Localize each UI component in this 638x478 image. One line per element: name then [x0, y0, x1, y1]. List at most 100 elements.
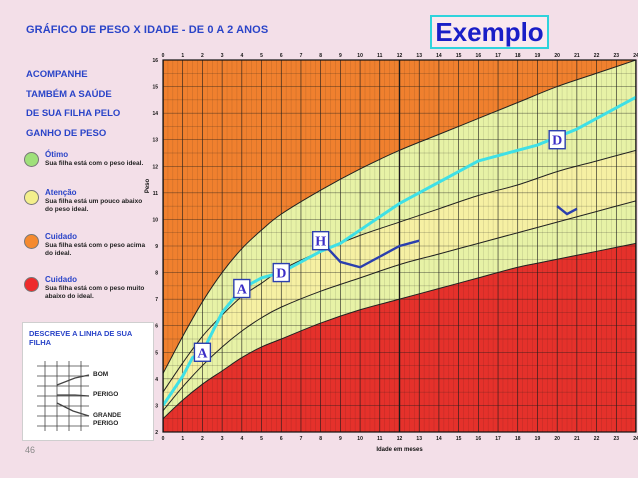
annotation-label: A: [237, 283, 248, 298]
annotation-marker: D: [548, 130, 566, 150]
x-tick-label: 0: [162, 436, 165, 442]
x-tick-label: 12: [397, 436, 403, 442]
x-tick-label-top: 24: [633, 53, 638, 59]
x-tick-label-top: 6: [280, 53, 283, 59]
x-tick-label: 9: [339, 436, 342, 442]
exemplo-badge: Exemplo: [430, 15, 549, 49]
x-tick-label: 8: [319, 436, 322, 442]
x-tick-label-top: 7: [300, 53, 303, 59]
annotation-marker: A: [193, 342, 212, 362]
legend-dot: [24, 152, 39, 167]
x-tick-label-top: 13: [416, 53, 422, 59]
x-tick-label-top: 20: [554, 53, 560, 59]
x-tick-label: 24: [633, 436, 638, 442]
y-tick-label: 16: [152, 58, 158, 64]
legend-dot: [24, 277, 39, 292]
annotation-marker: H: [311, 230, 330, 251]
legend-title: Ótimo: [45, 150, 69, 159]
mini-label-perigo: PERIGO: [93, 391, 119, 398]
legend-text: Sua filha está com o peso acima do ideal…: [45, 242, 146, 257]
x-tick-label-top: 21: [574, 53, 580, 59]
x-tick-label-top: 2: [201, 53, 204, 59]
x-tick-label: 1: [181, 436, 184, 442]
mini-label-grande-perigo: GRANDE PERIGO: [93, 412, 122, 427]
annotation-marker: D: [272, 262, 290, 283]
x-tick-label: 15: [456, 436, 462, 442]
legend-title: Cuidado: [45, 275, 77, 284]
mini-grid: [37, 361, 90, 431]
x-tick-label: 14: [436, 436, 442, 442]
x-tick-label-top: 9: [339, 53, 342, 59]
x-tick-label: 2: [201, 436, 204, 442]
x-tick-label: 21: [574, 436, 580, 442]
y-tick-label: 13: [152, 138, 158, 144]
annotation-box: [548, 130, 566, 150]
x-tick-label: 22: [594, 436, 600, 442]
x-tick-label: 23: [614, 436, 620, 442]
y-tick-label: 15: [152, 85, 158, 91]
annotation-box: [193, 342, 212, 362]
mini-label-bom: BOM: [93, 371, 109, 378]
x-tick-label-top: 12: [397, 53, 403, 59]
y-tick-label: 12: [152, 164, 158, 170]
y-tick-label: 4: [155, 377, 158, 383]
x-tick-label-top: 15: [456, 53, 462, 59]
x-tick-label: 17: [495, 436, 501, 442]
page-number: 46: [25, 445, 36, 455]
x-tick-label: 18: [515, 436, 521, 442]
legend-title: Atenção: [45, 188, 77, 197]
annotation-label: D: [276, 267, 286, 282]
line-description-box: DESCREVE A LINHA DE SUA FILHA BOM PERIGO…: [22, 322, 154, 441]
y-tick-label: 14: [152, 111, 158, 117]
legend-text: Sua filha está um pouco abaixo do peso i…: [45, 198, 143, 213]
annotation-box: [272, 262, 290, 283]
y-tick-label: 10: [152, 217, 158, 223]
intro-line: ACOMPANHE: [26, 69, 88, 80]
annotation-box: [311, 230, 330, 251]
x-tick-label-top: 10: [357, 53, 363, 59]
legend-dot: [24, 234, 39, 249]
y-tick-label: 6: [155, 324, 158, 330]
y-tick-label: 3: [155, 403, 158, 409]
y-tick-label: 7: [155, 297, 158, 303]
annotation-label: H: [315, 235, 326, 250]
x-tick-label: 6: [280, 436, 283, 442]
legend-dot: [24, 190, 39, 205]
x-tick-label-top: 5: [260, 53, 263, 59]
x-tick-label-top: 19: [535, 53, 541, 59]
x-tick-label-top: 8: [319, 53, 322, 59]
x-tick-label: 10: [357, 436, 363, 442]
x-tick-label-top: 18: [515, 53, 521, 59]
event-segment-line: [556, 205, 578, 216]
x-tick-label-top: 11: [377, 53, 383, 59]
x-tick-label: 20: [554, 436, 560, 442]
x-tick-label: 11: [377, 436, 383, 442]
y-tick-label: 11: [153, 191, 159, 197]
intro-line: TAMBÉM A SAÚDE: [26, 88, 112, 100]
x-tick-label-top: 23: [614, 53, 620, 59]
page-title: GRÁFICO DE PESO X IDADE - DE 0 A 2 ANOS: [26, 24, 269, 36]
legend-title: Cuidado: [45, 232, 77, 241]
y-tick-label: 8: [155, 271, 158, 277]
x-tick-label-top: 22: [594, 53, 600, 59]
x-tick-label-top: 4: [240, 53, 243, 59]
legend-text: Sua filha está com o peso muito abaixo d…: [45, 285, 145, 300]
x-tick-label: 7: [300, 436, 303, 442]
x-axis-label: Idade em meses: [376, 447, 423, 453]
x-tick-label-top: 0: [162, 53, 165, 59]
x-tick-label-top: 3: [221, 53, 224, 59]
plot-frame: [162, 59, 637, 433]
x-tick-label: 5: [260, 436, 263, 442]
y-tick-label: 2: [155, 430, 158, 436]
x-tick-label: 4: [240, 436, 243, 442]
y-axis-label: Peso: [145, 178, 151, 193]
y-tick-label: 9: [155, 244, 158, 250]
annotation-label: A: [197, 346, 208, 361]
intro-line: GANHO DE PESO: [26, 127, 107, 139]
x-tick-label: 16: [476, 436, 482, 442]
x-tick-label: 19: [535, 436, 541, 442]
annotation-box: [233, 278, 251, 299]
legend-text: Sua filha está com o peso ideal.: [45, 160, 144, 167]
x-tick-label: 3: [221, 436, 224, 442]
